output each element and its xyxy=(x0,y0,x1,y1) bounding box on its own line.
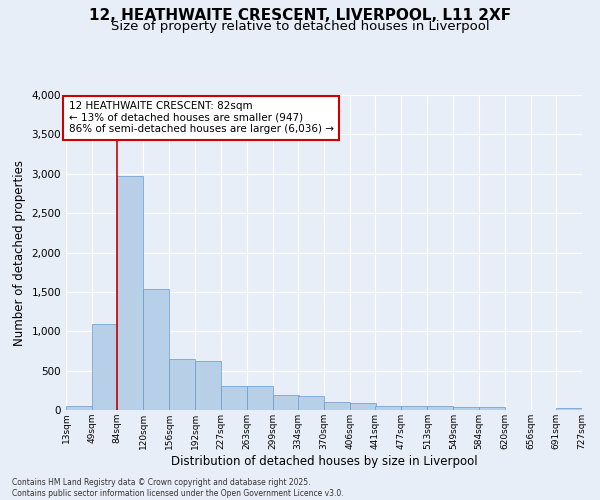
Bar xyxy=(221,386,247,410)
Bar xyxy=(427,406,454,410)
Text: Size of property relative to detached houses in Liverpool: Size of property relative to detached ho… xyxy=(110,20,490,33)
Bar xyxy=(247,386,272,410)
Bar xyxy=(376,406,401,410)
Bar xyxy=(298,396,324,410)
Bar xyxy=(66,406,92,410)
Bar xyxy=(401,406,427,410)
Bar xyxy=(143,288,169,410)
Bar xyxy=(324,402,350,410)
Bar xyxy=(454,407,479,410)
Bar xyxy=(169,359,196,410)
Text: 12 HEATHWAITE CRESCENT: 82sqm
← 13% of detached houses are smaller (947)
86% of : 12 HEATHWAITE CRESCENT: 82sqm ← 13% of d… xyxy=(68,102,334,134)
Bar xyxy=(196,361,221,410)
Bar xyxy=(350,402,376,410)
Text: Contains HM Land Registry data © Crown copyright and database right 2025.
Contai: Contains HM Land Registry data © Crown c… xyxy=(12,478,344,498)
Y-axis label: Number of detached properties: Number of detached properties xyxy=(13,160,26,346)
Bar xyxy=(92,324,118,410)
Bar xyxy=(272,396,299,410)
Bar xyxy=(118,176,143,410)
X-axis label: Distribution of detached houses by size in Liverpool: Distribution of detached houses by size … xyxy=(170,454,478,468)
Text: 12, HEATHWAITE CRESCENT, LIVERPOOL, L11 2XF: 12, HEATHWAITE CRESCENT, LIVERPOOL, L11 … xyxy=(89,8,511,22)
Bar xyxy=(556,408,582,410)
Bar xyxy=(479,407,505,410)
